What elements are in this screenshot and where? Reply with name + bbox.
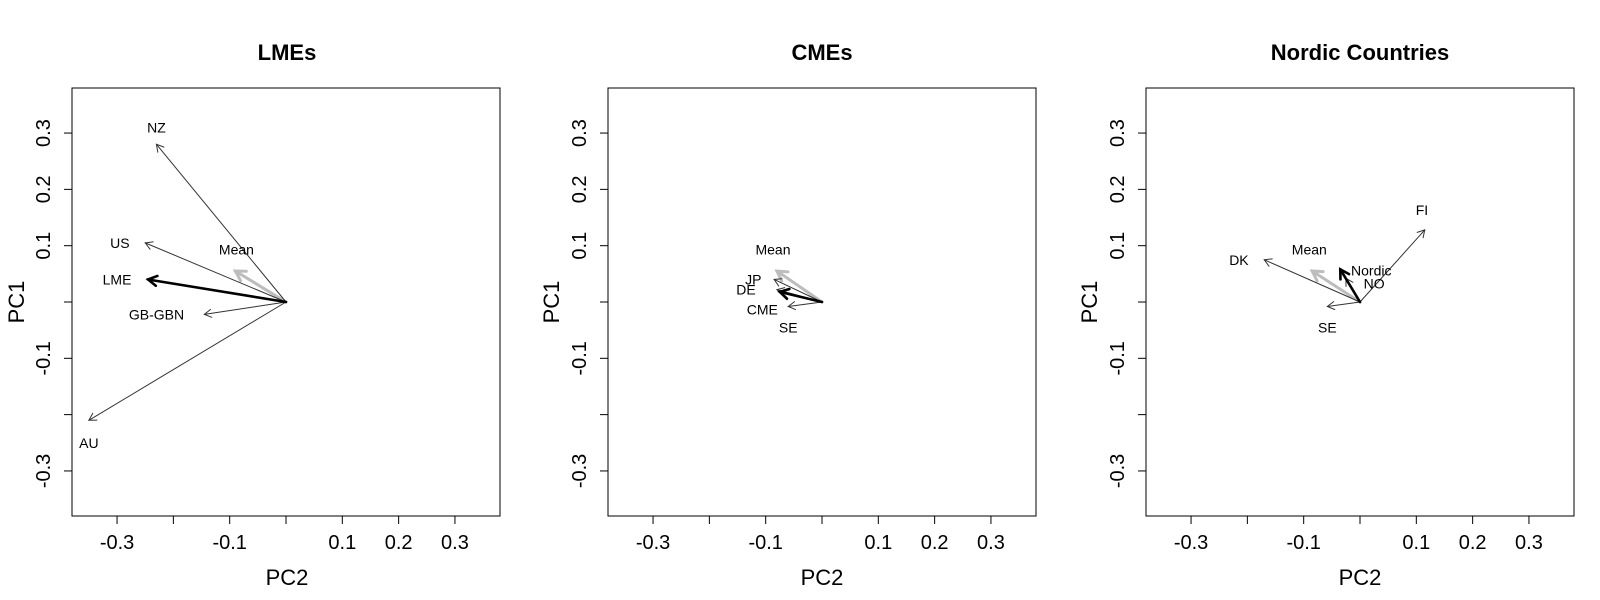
arrow-mean	[1309, 269, 1362, 304]
axis-ticks: -0.3 -0.1 0.1 0.2 0.3 -0.3 -0.1 0.1 0.2 0.3	[1107, 119, 1543, 554]
arrow-label: NZ	[147, 119, 166, 135]
arrow-labels-layer: NZ US Mean LME GB-GBN AU	[79, 119, 254, 450]
panel-title: CMEs	[791, 40, 852, 65]
x-tick-label: 0.2	[1459, 532, 1487, 554]
x-axis-label: PC2	[1339, 565, 1382, 590]
arrow-label: NO	[1364, 275, 1385, 291]
arrow-dk	[1263, 258, 1361, 303]
arrow-se	[1326, 301, 1361, 311]
y-tick-label: 0.1	[569, 232, 591, 260]
x-axis-label: PC2	[266, 565, 309, 590]
arrow-label: Mean	[219, 242, 254, 258]
arrow-jp	[773, 278, 823, 303]
y-tick-label: 0.2	[33, 175, 55, 203]
arrow-us	[144, 241, 287, 303]
arrows-layer	[773, 269, 824, 311]
arrow-label: FI	[1416, 202, 1428, 218]
arrow-lme	[145, 274, 288, 304]
arrow-label: Mean	[755, 242, 790, 258]
y-tick-label: 0.3	[33, 119, 55, 147]
panel-nordic-countries: Nordic Countries PC2 PC1 -0.3 -0.1 0.1 0.2 0…	[1077, 40, 1575, 590]
arrow-gb-gbn	[203, 301, 287, 318]
arrow-cme	[777, 287, 824, 304]
x-tick-label: 0.3	[441, 532, 469, 554]
arrow-au	[88, 301, 287, 421]
y-tick-label: -0.1	[569, 341, 591, 375]
x-tick-label: -0.1	[1286, 532, 1320, 554]
arrow-label: LME	[103, 271, 132, 287]
x-tick-label: -0.3	[1174, 532, 1208, 554]
x-tick-label: 0.2	[921, 532, 949, 554]
x-tick-label: 0.3	[1515, 532, 1543, 554]
arrow-label: AU	[79, 435, 98, 451]
y-axis-label: PC1	[539, 281, 564, 324]
x-tick-label: 0.1	[1402, 532, 1430, 554]
x-tick-label: -0.1	[212, 532, 246, 554]
arrow-nz	[155, 143, 287, 303]
arrow-label: DK	[1229, 252, 1249, 268]
y-tick-label: 0.2	[569, 175, 591, 203]
y-tick-label: 0.2	[1107, 175, 1129, 203]
arrow-label: JP	[745, 271, 761, 287]
y-axis-label: PC1	[1077, 281, 1102, 324]
arrow-nordic	[1338, 267, 1362, 304]
arrows-layer	[88, 143, 288, 421]
arrow-fi	[1359, 229, 1426, 303]
panel-lmes: LMEs PC2 PC1 -0.3 -0.1 0.1 0.2 0.3 -0.3 -0.1 0.…	[4, 40, 501, 590]
x-tick-label: -0.1	[748, 532, 782, 554]
y-tick-label: 0.3	[1107, 119, 1129, 147]
axis-ticks: -0.3 -0.1 0.1 0.2 0.3 -0.3 -0.1 0.1 0.2 0.3	[33, 119, 469, 554]
x-tick-label: 0.2	[385, 532, 413, 554]
x-tick-label: -0.3	[636, 532, 670, 554]
y-tick-label: 0.3	[569, 119, 591, 147]
y-tick-label: -0.3	[33, 454, 55, 488]
arrow-se	[787, 301, 823, 311]
arrow-label: SE	[1318, 319, 1337, 335]
arrow-label: Mean	[1292, 242, 1327, 258]
arrow-label: US	[110, 235, 129, 251]
panel-cmes: CMEs PC2 PC1 -0.3 -0.1 0.1 0.2 0.3 -0.3 -0.1 0.…	[539, 40, 1037, 590]
x-axis-label: PC2	[801, 565, 844, 590]
y-tick-label: -0.1	[33, 341, 55, 375]
arrow-mean	[232, 269, 288, 304]
panel-title: LMEs	[258, 40, 317, 65]
y-axis-label: PC1	[4, 281, 29, 324]
y-tick-label: -0.3	[569, 454, 591, 488]
x-tick-label: -0.3	[100, 532, 134, 554]
panel-title: Nordic Countries	[1271, 40, 1449, 65]
arrow-label: DE	[736, 282, 755, 298]
x-tick-label: 0.3	[977, 532, 1005, 554]
y-tick-label: 0.1	[33, 232, 55, 260]
arrow-label: SE	[779, 319, 798, 335]
y-tick-label: -0.1	[1107, 341, 1129, 375]
arrows-layer	[1263, 229, 1426, 311]
x-tick-label: 0.1	[864, 532, 892, 554]
y-tick-label: 0.1	[1107, 232, 1129, 260]
axis-ticks: -0.3 -0.1 0.1 0.2 0.3 -0.3 -0.1 0.1 0.2 0.3	[569, 119, 1005, 554]
arrow-label: Nordic	[1351, 262, 1391, 278]
y-tick-label: -0.3	[1107, 454, 1129, 488]
arrow-label: CME	[747, 301, 778, 317]
arrow-mean	[774, 269, 824, 304]
x-tick-label: 0.1	[328, 532, 356, 554]
arrow-label: GB-GBN	[129, 306, 184, 322]
